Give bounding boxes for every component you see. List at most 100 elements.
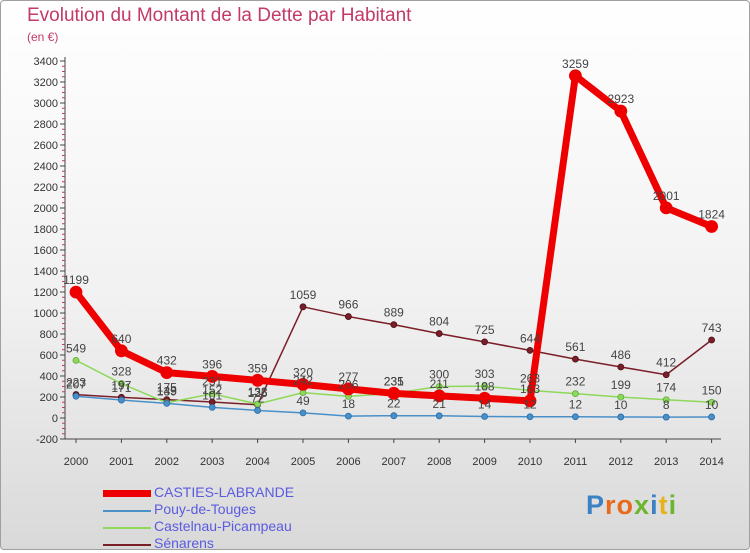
- data-label: 359: [248, 361, 268, 375]
- data-label: 150: [702, 383, 722, 397]
- data-point: [69, 285, 83, 299]
- data-point: [118, 380, 125, 387]
- y-tick-label: 400: [40, 371, 58, 383]
- logo-letter: x: [634, 490, 651, 520]
- x-tick-label: 2013: [654, 456, 678, 468]
- y-tick-label: 2600: [34, 140, 58, 152]
- data-label: 133: [248, 385, 268, 399]
- data-point: [662, 371, 670, 379]
- data-label: 145: [157, 384, 177, 398]
- data-label: 412: [656, 356, 676, 370]
- x-tick-label: 2014: [699, 456, 723, 468]
- data-label: 1824: [698, 207, 725, 221]
- data-label: 743: [702, 321, 722, 335]
- y-tick-label: 600: [40, 350, 58, 362]
- x-tick-label: 2009: [472, 456, 496, 468]
- data-label: 126: [248, 386, 268, 400]
- chart-axes: -200 0 200 400 600 800 1000 1200 1400 1600 1800 200…: [34, 56, 724, 468]
- data-point: [72, 356, 80, 364]
- data-point: [705, 220, 718, 233]
- data-point: [569, 69, 582, 83]
- data-point: [526, 413, 534, 421]
- data-label: 235: [384, 374, 404, 388]
- data-label: 174: [656, 381, 676, 395]
- x-tick-label: 2006: [336, 456, 360, 468]
- data-point: [572, 413, 579, 421]
- data-label: 22: [387, 397, 401, 411]
- data-label: 101: [202, 388, 222, 402]
- data-label: 432: [157, 354, 177, 368]
- data-label: 277: [338, 370, 358, 384]
- data-point: [481, 382, 489, 390]
- data-label: 2001: [653, 189, 680, 203]
- data-label: 242: [293, 374, 313, 388]
- data-label: 199: [611, 378, 631, 392]
- data-label: 10: [705, 398, 719, 412]
- proxiti-logo: Proxiti: [586, 490, 677, 521]
- data-label: 139: [157, 384, 177, 398]
- data-point: [662, 413, 670, 421]
- y-tick-label: 3400: [34, 56, 58, 68]
- data-label: 171: [111, 381, 131, 395]
- data-point: [387, 386, 401, 400]
- data-label: 486: [611, 348, 631, 362]
- data-label: 231: [384, 374, 404, 388]
- data-label: 303: [475, 367, 495, 381]
- logo-letter: i: [650, 490, 659, 520]
- y-tick-label: 800: [40, 329, 58, 341]
- data-point: [251, 373, 265, 387]
- data-label: 804: [429, 315, 449, 329]
- logo-letter: r: [605, 490, 617, 520]
- data-label: 263: [520, 371, 540, 385]
- data-label: 3259: [562, 57, 589, 71]
- data-point: [481, 338, 489, 346]
- data-label: 966: [338, 298, 358, 312]
- data-point: [523, 394, 537, 408]
- logo-letter: o: [616, 490, 635, 520]
- data-point: [208, 390, 216, 398]
- data-point: [708, 398, 715, 406]
- data-label: 207: [66, 377, 86, 391]
- data-label: 8: [663, 398, 670, 412]
- y-tick-label: 3200: [34, 77, 58, 89]
- data-point: [254, 400, 262, 408]
- data-label: 175: [157, 381, 177, 395]
- legend-label: Castelnau-Picampeau: [154, 518, 292, 534]
- data-point: [118, 396, 125, 404]
- y-tick-label: 1200: [34, 287, 58, 299]
- data-point: [572, 355, 579, 363]
- legend-swatch: [103, 510, 151, 512]
- data-point: [254, 407, 262, 414]
- data-point: [205, 370, 219, 383]
- series-pouy-de-touges: [72, 392, 715, 421]
- y-tick-label: 1000: [34, 308, 58, 320]
- data-label: 18: [342, 397, 356, 411]
- logo-letter: i: [668, 490, 678, 520]
- legend-label: Pouy-de-Touges: [154, 501, 256, 517]
- data-label: 197: [111, 378, 131, 392]
- data-label: 561: [565, 340, 585, 354]
- data-point: [435, 330, 443, 337]
- y-tick-label: 1800: [34, 224, 58, 236]
- logo-letter: t: [658, 490, 669, 520]
- data-label: 2923: [607, 92, 634, 106]
- data-label: 889: [384, 306, 404, 320]
- y-tick-label: 2000: [34, 203, 58, 215]
- x-tick-label: 2000: [64, 456, 88, 468]
- data-labels: 223 197 175 152 126 1059 966 889 804 725 644 561 486…: [63, 57, 725, 412]
- data-point: [526, 346, 534, 354]
- data-point: [299, 409, 307, 417]
- data-point: [299, 303, 307, 311]
- data-point: [115, 344, 128, 358]
- data-point: [344, 313, 352, 320]
- data-label: 549: [66, 341, 86, 355]
- data-label: 640: [111, 332, 131, 346]
- data-point: [435, 412, 443, 420]
- x-tick-label: 2003: [200, 456, 224, 468]
- data-label: 21: [433, 397, 447, 411]
- data-point: [478, 391, 492, 405]
- y-tick-label: 1400: [34, 266, 58, 278]
- data-label: 49: [296, 394, 310, 408]
- chart-subtitle: (en €): [27, 30, 59, 44]
